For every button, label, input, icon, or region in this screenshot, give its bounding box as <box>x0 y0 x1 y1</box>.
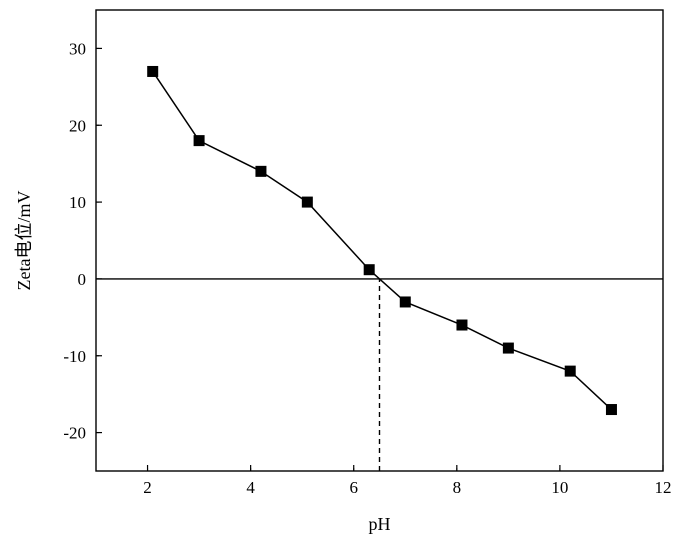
data-point <box>456 319 468 331</box>
y-tick-label: -20 <box>63 424 86 443</box>
axis-ticks: 2 4 6 8 10 12 -20 -10 0 10 20 30 <box>63 39 671 497</box>
data-point <box>502 342 514 354</box>
y-tick-label: 0 <box>78 270 87 289</box>
x-tick-label: 4 <box>246 478 255 497</box>
x-tick-label: 8 <box>453 478 462 497</box>
data-point <box>301 196 313 208</box>
axis-labels: pH Zeta电位/mV <box>14 191 391 534</box>
x-axis-label: pH <box>369 514 391 534</box>
data-point <box>193 135 205 147</box>
y-tick-label: 20 <box>69 116 86 135</box>
data-point <box>605 404 617 416</box>
x-tick-label: 6 <box>349 478 358 497</box>
y-axis-label: Zeta电位/mV <box>14 191 34 291</box>
y-tick-label: 10 <box>69 193 86 212</box>
plot-area <box>95 9 664 472</box>
plot-frame <box>95 9 664 472</box>
x-tick-label: 12 <box>655 478 672 497</box>
x-tick-label: 2 <box>143 478 152 497</box>
y-tick-label: 30 <box>69 39 86 58</box>
data-point <box>564 365 576 377</box>
series-line <box>152 71 612 411</box>
data-point <box>255 165 267 177</box>
data-point <box>363 264 375 276</box>
data-point <box>147 65 159 77</box>
y-tick-label: -10 <box>63 347 86 366</box>
x-tick-label: 10 <box>551 478 568 497</box>
data-point <box>399 296 411 308</box>
